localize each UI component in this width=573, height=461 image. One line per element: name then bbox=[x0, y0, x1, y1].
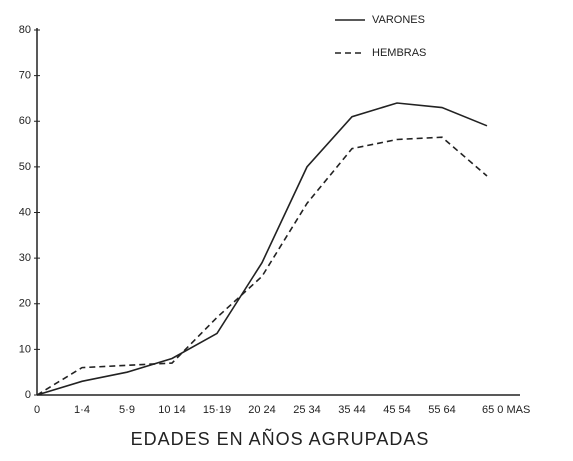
line-series bbox=[36, 136, 488, 396]
y-tick-label: 50 bbox=[19, 161, 31, 173]
y-tick-label: 0 bbox=[25, 389, 31, 401]
legend-label: HEMBRAS bbox=[372, 47, 426, 59]
x-tick-label: 10 14 bbox=[158, 404, 186, 416]
y-tick-label: 30 bbox=[19, 252, 31, 264]
x-tick-label: 55 64 bbox=[428, 404, 456, 416]
legend-label: VARONES bbox=[372, 14, 425, 26]
line-series bbox=[36, 102, 488, 396]
x-tick-label: 35 44 bbox=[338, 404, 366, 416]
y-tick-label: 20 bbox=[19, 298, 31, 310]
x-tick-label: 25 34 bbox=[293, 404, 321, 416]
x-axis-title: EDADES EN AÑOS AGRUPADAS bbox=[131, 428, 430, 449]
x-tick-label: 0 bbox=[34, 404, 40, 416]
y-tick-label: 10 bbox=[19, 343, 31, 355]
y-tick-label: 60 bbox=[19, 115, 31, 127]
y-tick-label: 40 bbox=[19, 206, 31, 218]
y-tick-label: 70 bbox=[19, 70, 31, 82]
x-tick-label: 15·19 bbox=[203, 404, 231, 416]
x-tick-label: 5·9 bbox=[119, 404, 135, 416]
x-tick-label: 45 54 bbox=[383, 404, 411, 416]
x-tick-label: 1·4 bbox=[74, 404, 90, 416]
y-tick-label: 80 bbox=[19, 24, 31, 36]
x-tick-label: 65 0 MAS bbox=[482, 404, 530, 416]
x-tick-label: 20 24 bbox=[248, 404, 276, 416]
